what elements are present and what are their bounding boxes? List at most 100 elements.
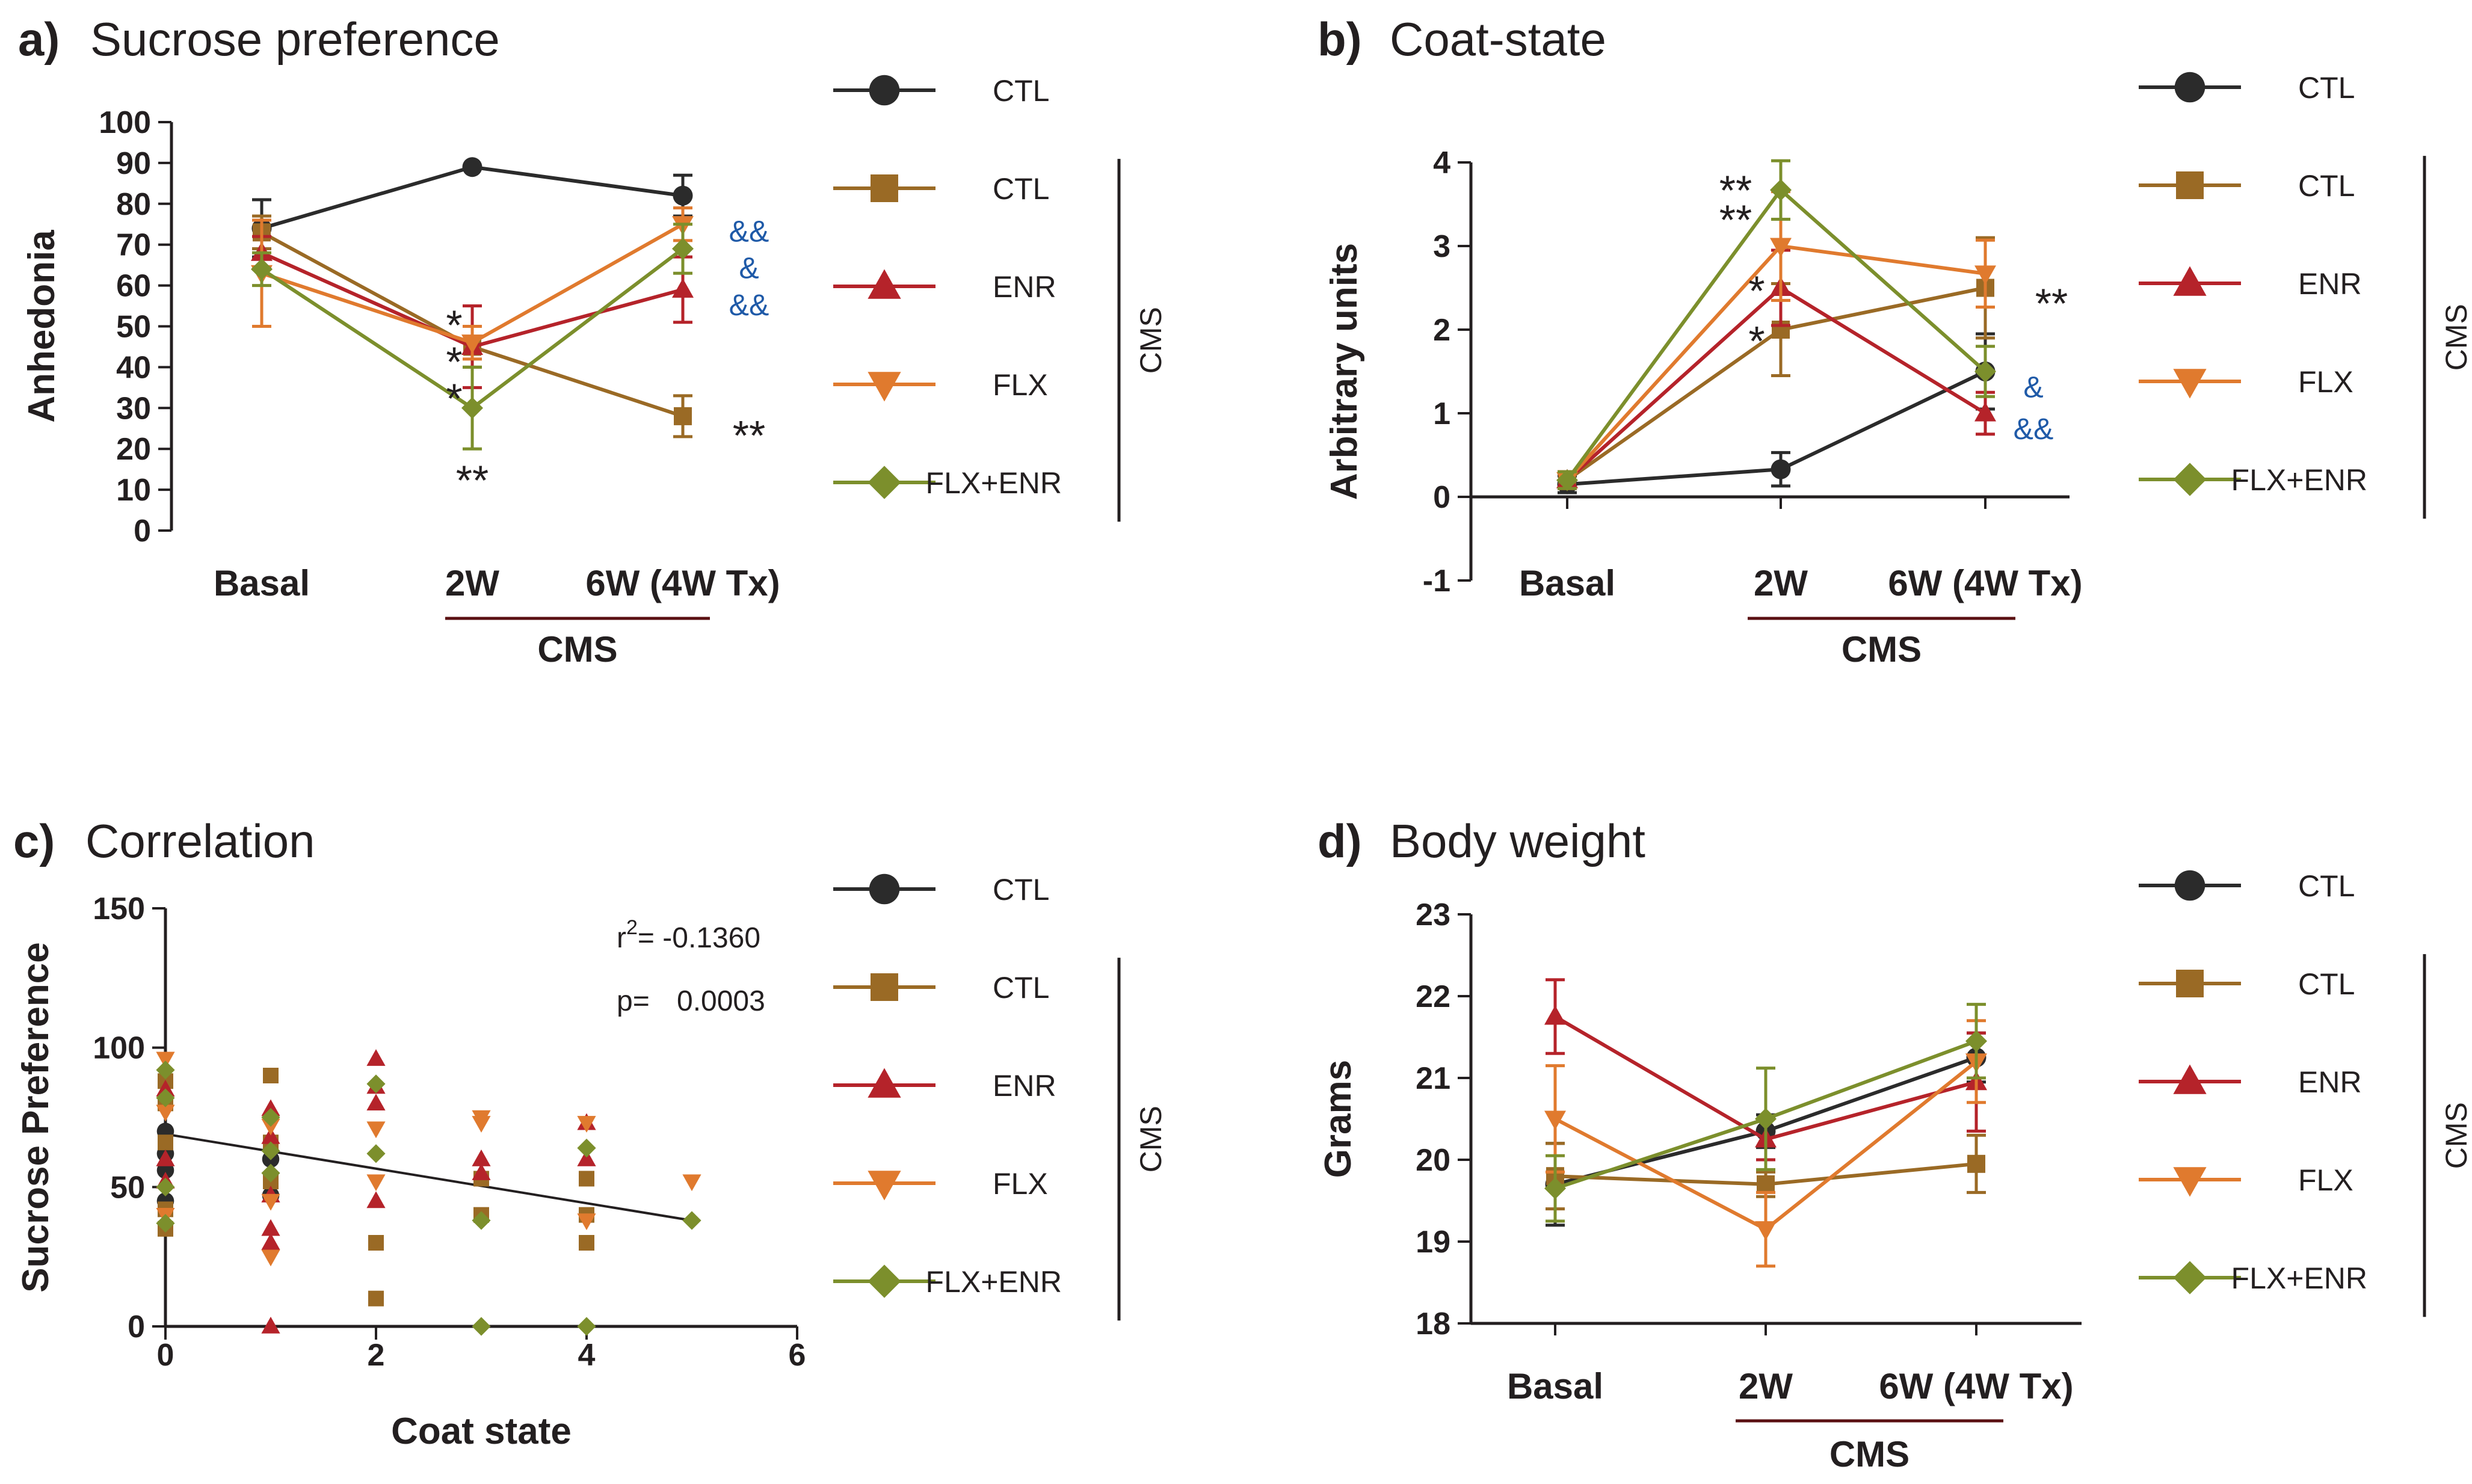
scatter-point: [368, 1290, 384, 1307]
data-point: [1965, 1030, 1987, 1052]
series-flx-enr: [251, 223, 694, 451]
scatter-point: [472, 1116, 491, 1133]
p-value: 0.0003: [677, 985, 765, 1017]
legend-marker: [2174, 72, 2205, 103]
legend: CTL CTL ENR FLX FLX+ENR CMS: [2139, 71, 2472, 519]
data-point: [1974, 360, 1996, 383]
legend-label: FLX+ENR: [926, 466, 1062, 500]
scatter-point: [368, 1235, 384, 1251]
p-label: p=: [617, 985, 650, 1017]
cms-bracket-label: CMS: [1842, 629, 1922, 670]
scatter-point: [682, 1174, 701, 1192]
series-enr: [251, 235, 694, 389]
y-tick-label: 23: [1416, 897, 1450, 932]
legend-marker: [868, 372, 901, 402]
legend-label: CTL: [993, 971, 1049, 1005]
x-tick-label: 2: [368, 1338, 385, 1373]
data-point: [462, 157, 482, 177]
x-category-label: 2W: [1739, 1366, 1793, 1406]
y-tick-label: 3: [1433, 229, 1450, 264]
y-tick-label: 0: [128, 1310, 145, 1344]
y-axis-label: Arbitrary units: [1324, 243, 1365, 500]
scatter-point: [261, 1219, 280, 1236]
series-flx-enr: [1556, 159, 1996, 491]
panel-b: b) Coat-state -1 0 1 2 3 4 Arbitrary units Basal 2…: [1318, 13, 2083, 670]
legend-label: CTL: [2298, 967, 2355, 1001]
y-tick-label: -1: [1423, 564, 1450, 599]
legend-label: CTL: [993, 873, 1049, 907]
legend-label: FLX: [2298, 365, 2353, 399]
significance-amp: &: [2023, 370, 2043, 404]
scatter-group-flx-enr: [156, 1061, 701, 1336]
scatter-point: [158, 1135, 173, 1151]
legend-marker: [868, 269, 901, 299]
legend-label: FLX+ENR: [2231, 463, 2367, 497]
series-line: [1565, 244, 1986, 482]
significance-star: **: [1719, 167, 1752, 214]
series-ctl: [251, 157, 693, 259]
legend-marker: [2176, 970, 2204, 997]
scatter-point: [682, 1211, 701, 1230]
legend-marker: [868, 1171, 901, 1201]
scatter-point: [263, 1068, 279, 1083]
legend-label: FLX+ENR: [2231, 1261, 2367, 1295]
scatter-point: [577, 1149, 596, 1166]
panel-letter: b): [1318, 13, 1362, 66]
scatter-point: [366, 1121, 386, 1139]
legend-label: CTL: [993, 74, 1049, 108]
panel-title: Sucrose preference: [90, 13, 500, 66]
scatter-point: [261, 1118, 280, 1136]
scatter-point: [366, 1049, 386, 1066]
data-point: [673, 185, 693, 206]
y-tick-label: 80: [116, 187, 151, 222]
y-tick-label: 18: [1416, 1307, 1450, 1341]
legend-marker: [869, 873, 900, 905]
series-flx: [1556, 190, 1996, 491]
significance-star: *: [446, 375, 462, 422]
significance-star: **: [1719, 196, 1752, 243]
cms-bracket-label: CMS: [537, 629, 617, 670]
legend-cms-label: CMS: [1134, 307, 1168, 374]
scatter-point: [156, 1149, 175, 1166]
significance-star: *: [446, 302, 462, 349]
y-tick-label: 100: [93, 1031, 145, 1066]
scatter-point: [472, 1317, 491, 1336]
scatter-group-flx: [156, 1051, 701, 1267]
legend-label: FLX: [993, 1167, 1048, 1201]
scatter-point: [156, 1177, 175, 1196]
data-point: [1755, 1221, 1777, 1241]
x-category-label: Basal: [1519, 563, 1615, 603]
y-tick-label: 10: [116, 473, 151, 508]
x-category-label: 6W (4W Tx): [1879, 1366, 2073, 1406]
y-tick-label: 22: [1416, 979, 1450, 1014]
data-point: [1556, 469, 1578, 491]
y-tick-label: 20: [1416, 1143, 1450, 1178]
y-tick-label: 19: [1416, 1225, 1450, 1260]
data-point: [1967, 1154, 1985, 1173]
scatter-point: [156, 1051, 175, 1069]
legend-marker: [2173, 1261, 2207, 1295]
scatter-point: [577, 1138, 596, 1158]
y-tick-label: 100: [99, 105, 151, 140]
scatter-point: [577, 1116, 596, 1133]
y-tick-label: 40: [116, 350, 151, 385]
y-tick-label: 50: [116, 310, 151, 345]
legend-marker: [868, 466, 901, 499]
cms-bracket-label: CMS: [1829, 1434, 1909, 1474]
data-point: [1755, 1108, 1777, 1130]
legend: CTL CTL ENR FLX FLX+ENR CMS: [833, 873, 1168, 1321]
data-point: [1770, 179, 1792, 201]
legend-marker: [871, 174, 898, 202]
y-axis-label: Anhedonia: [21, 230, 63, 423]
scatter-point: [261, 1249, 280, 1267]
legend-label: CTL: [2298, 71, 2355, 105]
scatter-point: [579, 1235, 594, 1251]
data-point: [1770, 238, 1792, 257]
data-point: [1771, 459, 1791, 479]
x-category-label: 6W (4W Tx): [1888, 563, 2082, 603]
scatter-point: [472, 1163, 491, 1180]
legend-marker: [2176, 171, 2204, 199]
scatter-point: [577, 1213, 596, 1231]
scatter-point: [261, 1316, 280, 1334]
legend-label: FLX: [2298, 1163, 2353, 1197]
